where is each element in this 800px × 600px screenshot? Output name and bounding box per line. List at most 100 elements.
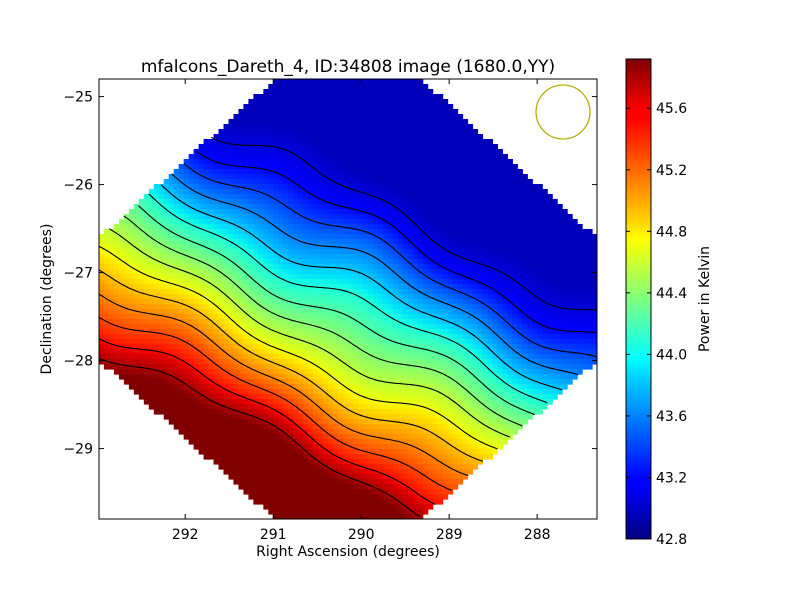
heatmap-cell	[128, 324, 135, 330]
heatmap-cell	[323, 344, 329, 350]
heatmap-cell	[168, 329, 175, 335]
heatmap-cell	[482, 179, 489, 185]
heatmap-cell	[487, 259, 494, 265]
heatmap-cell	[268, 229, 274, 235]
heatmap-cell	[313, 134, 319, 140]
heatmap-cell	[382, 214, 389, 220]
heatmap-cell	[507, 249, 513, 255]
heatmap-cell	[392, 99, 399, 105]
heatmap-cell	[392, 264, 399, 270]
heatmap-cell	[323, 294, 329, 300]
heatmap-cell	[502, 379, 508, 385]
heatmap-cell	[99, 344, 105, 350]
heatmap-cell	[263, 349, 269, 355]
heatmap-cell	[213, 154, 220, 160]
heatmap-cell	[233, 174, 240, 180]
heatmap-cell	[333, 364, 339, 370]
heatmap-cell	[547, 334, 553, 340]
heatmap-cell	[303, 289, 309, 295]
heatmap-cell	[318, 219, 324, 225]
heatmap-cell	[472, 249, 479, 255]
heatmap-cell	[592, 239, 597, 245]
heatmap-cell	[582, 239, 588, 245]
heatmap-cell	[278, 374, 284, 380]
heatmap-cell	[392, 349, 399, 355]
heatmap-cell	[447, 104, 454, 110]
heatmap-cell	[552, 314, 558, 320]
heatmap-cell	[592, 354, 597, 360]
heatmap-cell	[477, 194, 484, 200]
heatmap-cell	[447, 339, 454, 345]
heatmap-cell	[293, 149, 299, 155]
heatmap-cell	[333, 339, 339, 345]
heatmap-cell	[233, 249, 240, 255]
heatmap-cell	[457, 274, 464, 280]
heatmap-cell	[542, 219, 548, 225]
heatmap-cell	[173, 199, 180, 205]
heatmap-cell	[382, 204, 389, 210]
heatmap-cell	[288, 329, 294, 335]
heatmap-cell	[283, 279, 289, 285]
heatmap-cell	[328, 229, 334, 235]
heatmap-cell	[507, 314, 513, 320]
heatmap-cell	[467, 279, 474, 285]
heatmap-cell	[103, 364, 110, 370]
heatmap-cell	[343, 224, 349, 230]
heatmap-cell	[497, 354, 503, 360]
heatmap-cell	[357, 169, 364, 175]
heatmap-cell	[298, 299, 304, 305]
heatmap-cell	[522, 299, 528, 305]
heatmap-cell	[163, 384, 170, 390]
heatmap-cell	[318, 194, 324, 200]
heatmap-cell	[273, 89, 279, 95]
heatmap-cell	[288, 99, 294, 105]
heatmap-cell	[547, 274, 553, 280]
heatmap-cell	[562, 309, 568, 315]
heatmap-cell	[313, 149, 319, 155]
heatmap-cell	[367, 354, 374, 360]
heatmap-cell	[492, 174, 498, 180]
heatmap-cell	[452, 369, 459, 375]
heatmap-cell	[308, 144, 314, 150]
heatmap-cell	[462, 364, 469, 370]
heatmap-cell	[437, 359, 444, 365]
heatmap-cell	[422, 164, 429, 170]
heatmap-cell	[437, 219, 444, 225]
heatmap-cell	[407, 299, 414, 305]
heatmap-cell	[547, 214, 553, 220]
heatmap-cell	[367, 79, 374, 85]
heatmap-cell	[143, 309, 150, 315]
heatmap-cell	[278, 224, 284, 230]
heatmap-cell	[447, 119, 454, 125]
heatmap-cell	[168, 199, 175, 205]
heatmap-cell	[412, 204, 419, 210]
heatmap-cell	[293, 109, 299, 115]
heatmap-cell	[427, 279, 434, 285]
heatmap-cell	[328, 304, 334, 310]
heatmap-cell	[318, 159, 324, 165]
heatmap-cell	[467, 179, 474, 185]
heatmap-cell	[338, 114, 344, 120]
heatmap-cell	[213, 279, 220, 285]
heatmap-cell	[188, 269, 195, 275]
heatmap-cell	[592, 309, 597, 315]
heatmap-cell	[582, 319, 588, 325]
heatmap-cell	[283, 229, 289, 235]
heatmap-cell	[482, 184, 489, 190]
heatmap-cell	[422, 229, 429, 235]
heatmap-cell	[482, 369, 489, 375]
heatmap-cell	[477, 249, 484, 255]
heatmap-cell	[437, 234, 444, 240]
heatmap-cell	[522, 324, 528, 330]
heatmap-cell	[183, 259, 190, 265]
heatmap-cell	[447, 349, 454, 355]
heatmap-cell	[387, 364, 394, 370]
heatmap-cell	[198, 294, 205, 300]
heatmap-cell	[537, 264, 543, 270]
heatmap-cell	[283, 264, 289, 270]
heatmap-cell	[482, 174, 489, 180]
heatmap-cell	[417, 354, 424, 360]
heatmap-cell	[343, 354, 349, 360]
heatmap-cell	[447, 124, 454, 130]
heatmap-cell	[512, 304, 518, 310]
